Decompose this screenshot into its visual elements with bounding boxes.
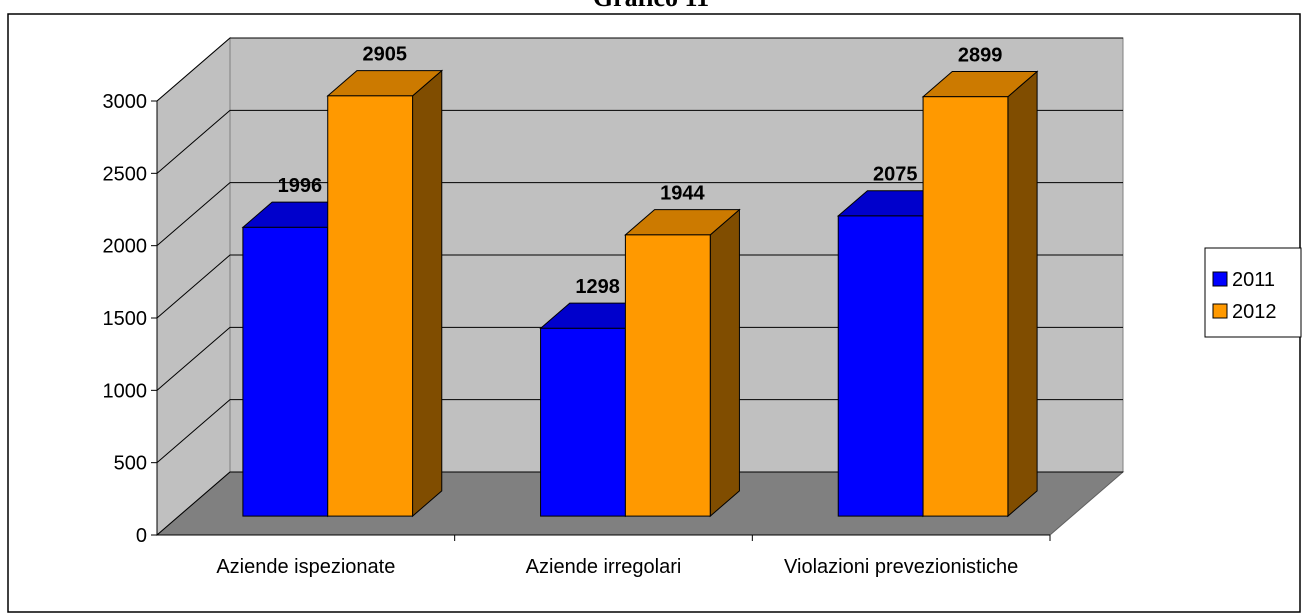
bar <box>922 96 1009 517</box>
data-label: 2905 <box>363 44 408 66</box>
y-tick-label: 0 <box>136 525 147 547</box>
x-tick-label: Aziende irregolari <box>526 556 682 578</box>
data-label: 2075 <box>873 164 918 186</box>
legend-label: 2012 <box>1232 301 1277 323</box>
grid-line <box>156 37 1123 102</box>
y-tick-label: 1000 <box>103 380 148 402</box>
legend-box <box>1204 247 1302 338</box>
data-label: 2899 <box>958 45 1003 67</box>
chart-title: Grafico 11 <box>593 0 709 12</box>
x-tick-label: Aziende ispezionate <box>216 556 395 578</box>
y-tick-label: 2000 <box>103 236 148 258</box>
bar-side <box>709 208 740 518</box>
grid-line <box>156 471 1123 536</box>
legend-swatch <box>1212 303 1228 319</box>
bar <box>327 95 414 517</box>
grid-line <box>156 254 1123 319</box>
y-tick-label: 3000 <box>103 91 148 113</box>
grid-line <box>156 399 1123 464</box>
y-tick-label: 2500 <box>103 163 148 185</box>
bar <box>242 226 329 517</box>
data-label: 1996 <box>278 175 323 197</box>
grid-line <box>156 326 1123 391</box>
bar-side <box>412 69 443 518</box>
legend-swatch <box>1212 271 1228 287</box>
bar <box>837 215 924 517</box>
bar-side <box>1007 70 1038 518</box>
data-label: 1944 <box>660 183 705 205</box>
bar <box>624 234 711 517</box>
legend-label: 2011 <box>1232 269 1275 291</box>
x-tick-label: Violazioni prevezionistiche <box>784 556 1018 578</box>
data-label: 1298 <box>575 276 620 298</box>
grid-line <box>156 109 1123 174</box>
y-tick-label: 1500 <box>103 308 148 330</box>
y-tick-label: 500 <box>114 453 147 475</box>
grid-line <box>156 182 1123 247</box>
bar <box>540 327 626 517</box>
